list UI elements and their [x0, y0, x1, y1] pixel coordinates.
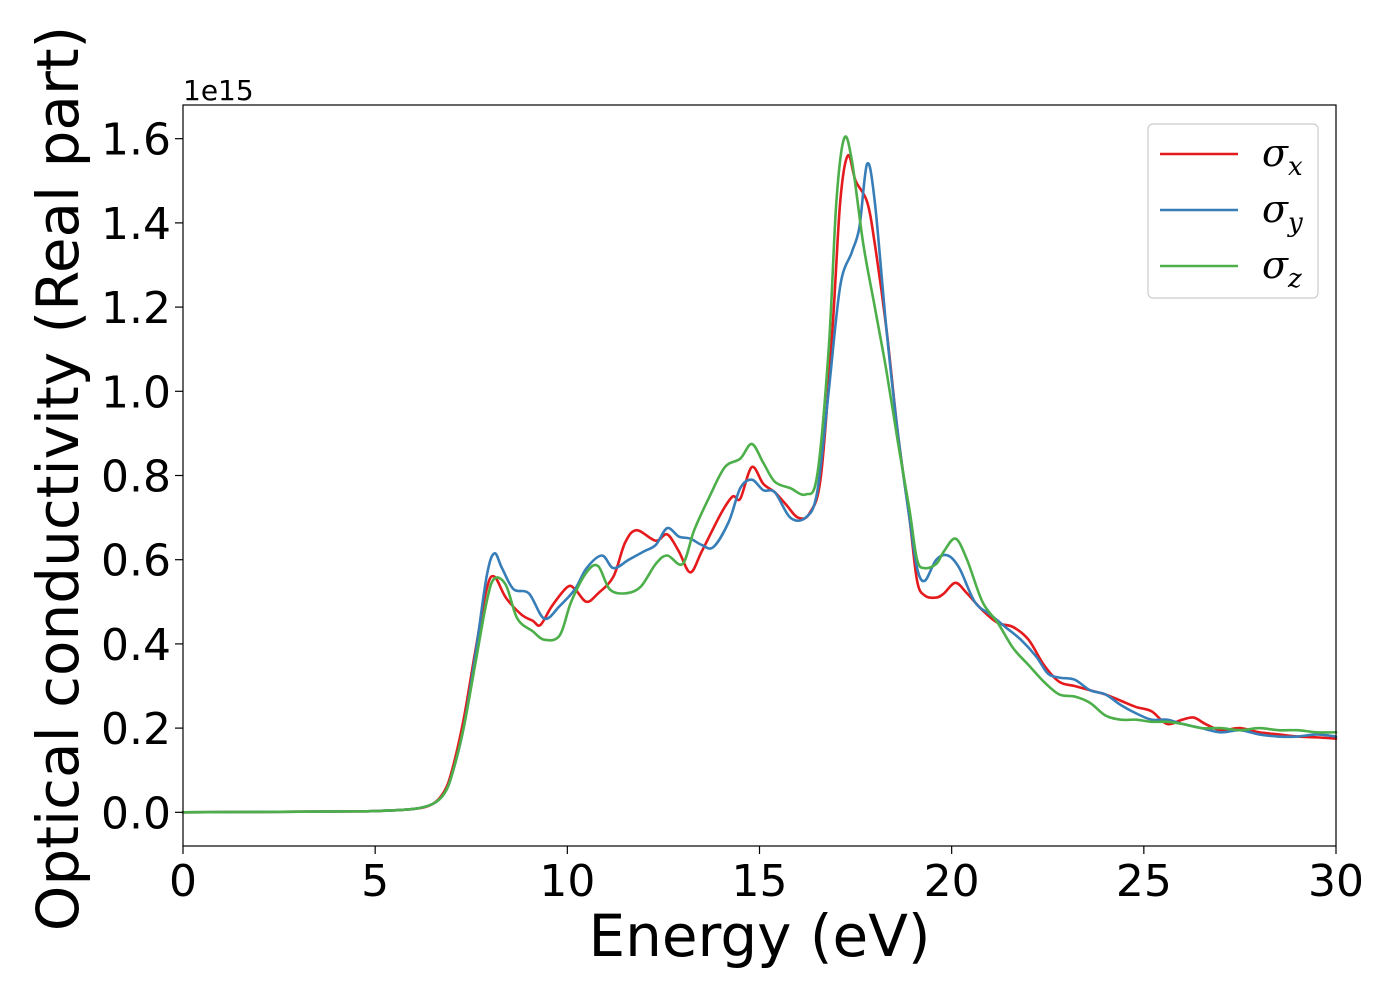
y-axis-label: Optical conductivity (Real part)	[24, 26, 92, 931]
x-tick-label: 30	[1308, 856, 1364, 907]
y-tick-label: 0.8	[101, 452, 171, 503]
y-tick-label: 0.2	[101, 704, 171, 755]
y-axis: 0.0 0.2 0.4 0.6 0.8 1.0 1.2 1.4 1.6	[101, 115, 183, 839]
series-line-y	[181, 161, 1338, 814]
y-offset-text: 1e15	[183, 74, 254, 107]
y-tick-label: 0.4	[101, 620, 171, 671]
x-axis-label: Energy (eV)	[588, 902, 930, 970]
x-axis: 0 5 10 15 20 25 30	[169, 846, 1364, 907]
y-tick-label: 0.6	[101, 536, 171, 587]
y-tick-label: 0.0	[101, 788, 171, 839]
y-tick-label: 1.2	[101, 283, 171, 334]
x-tick-label: 5	[361, 856, 389, 907]
x-tick-label: 15	[732, 856, 788, 907]
series-layer	[181, 135, 1338, 814]
y-tick-label: 1.6	[101, 115, 171, 166]
series-line-z	[181, 135, 1338, 814]
x-tick-label: 25	[1116, 856, 1172, 907]
y-tick-label: 1.0	[101, 367, 171, 418]
y-tick-label: 1.4	[101, 199, 171, 250]
x-tick-label: 0	[169, 856, 197, 907]
x-tick-label: 20	[924, 856, 980, 907]
x-tick-label: 10	[539, 856, 595, 907]
